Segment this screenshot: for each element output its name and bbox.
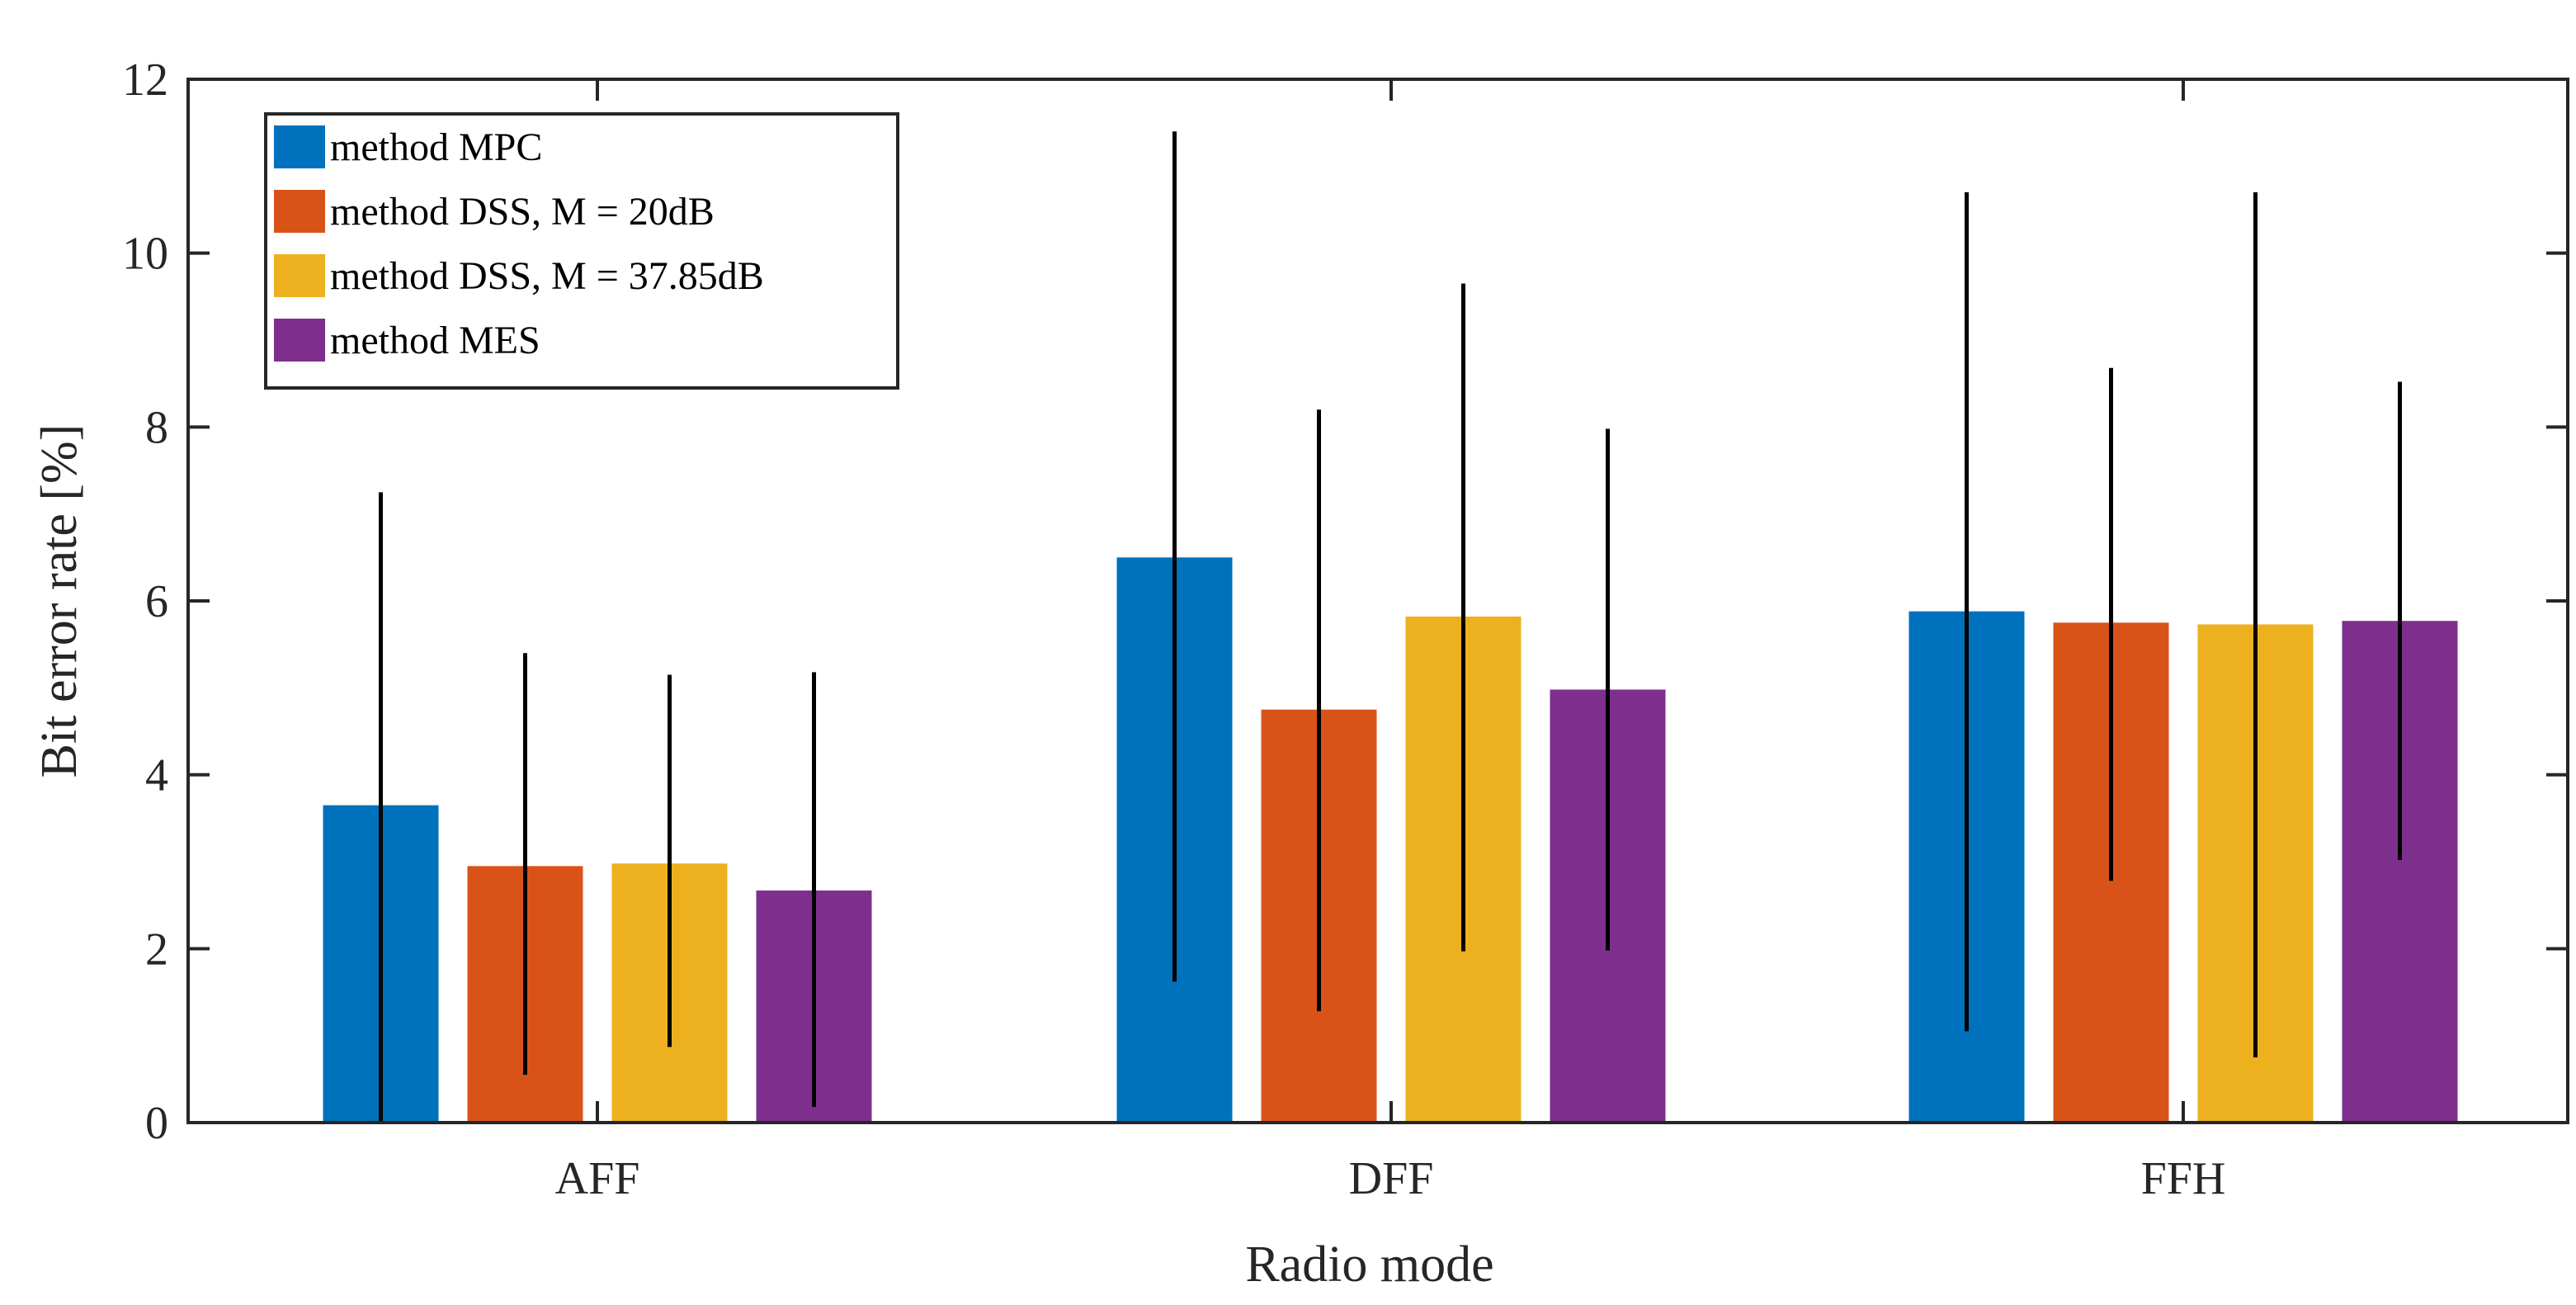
y-tick-label: 6	[145, 576, 168, 627]
legend-label-series-2: method DSS, M = 20dB	[330, 190, 715, 234]
legend-swatch-series-3	[274, 254, 325, 297]
y-axis-label: Bit error rate [%]	[31, 424, 87, 778]
x-axis-label: Radio mode	[1245, 1236, 1493, 1293]
y-tick-label: 2	[145, 924, 168, 975]
x-axis: AFF DFF FFH	[555, 79, 2226, 1204]
legend-swatch-series-4	[274, 319, 325, 362]
legend: method MPC method DSS, M = 20dB method DSS…	[264, 112, 899, 390]
y-tick-label: 10	[122, 229, 168, 280]
y-tick-label: 12	[122, 54, 168, 106]
x-tick-label: DFF	[1349, 1153, 1434, 1204]
y-tick-label: 4	[145, 750, 168, 801]
y-tick-label: 0	[145, 1098, 168, 1149]
x-tick-label: AFF	[555, 1153, 640, 1204]
legend-swatch-series-1	[274, 125, 325, 168]
y-axis: 0 2 4 6 8 10 12	[122, 54, 2568, 1149]
legend-label-series-3: method DSS, M = 37.85dB	[330, 254, 764, 298]
legend-label-series-1: method MPC	[330, 125, 542, 169]
legend-swatch-series-2	[274, 190, 325, 233]
legend-box	[264, 112, 899, 390]
error-bars-layer	[379, 131, 2402, 1123]
legend-label-series-4: method MES	[330, 319, 540, 362]
x-tick-label: FFH	[2141, 1153, 2226, 1204]
y-tick-label: 8	[145, 402, 168, 453]
